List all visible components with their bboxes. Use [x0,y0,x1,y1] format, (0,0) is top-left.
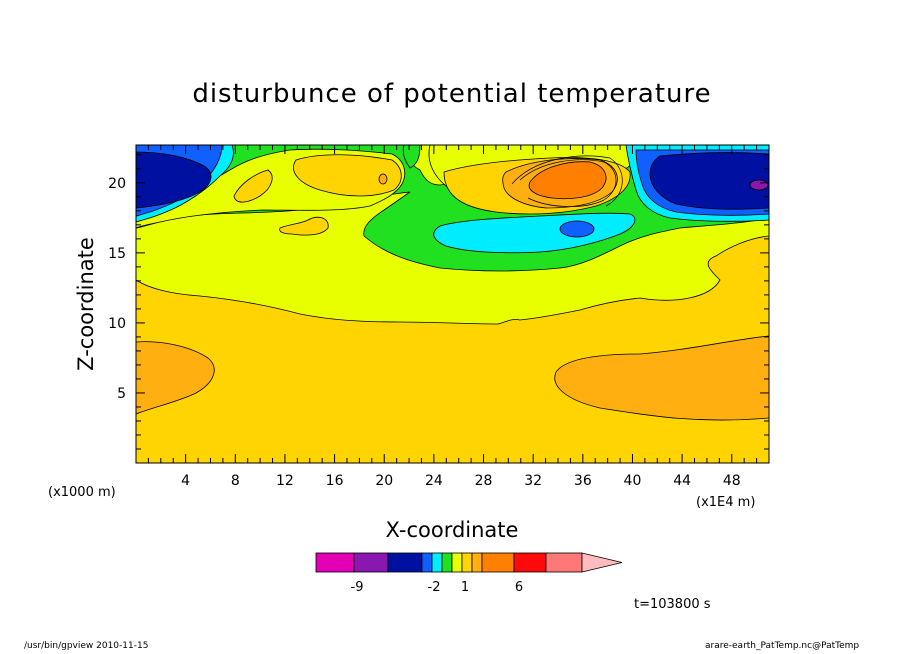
plot-frame [135,144,770,464]
y-axis-ticks: 5 10 15 20 [108,154,769,450]
colorbar-segment [431,552,443,573]
x-axis-unit-right: (x1E4 m) [696,495,755,510]
x-axis-unit: (x1000 m) [48,485,116,500]
time-label: t=103800 s [634,597,711,612]
contour-level-neg4-left [136,151,212,209]
y-axis-label: Z-coordinate [74,237,98,371]
contour-level-neg4-right [649,152,769,210]
contour-level-neg3-mid [559,220,595,238]
contour-level-2-right [554,335,769,421]
colorbar-arrow [581,552,623,573]
x-tick-label: 28 [475,473,493,489]
footer-right: arare-earth_PatTemp.nc@PatTemp [705,641,860,651]
y-tick-label: 5 [117,386,126,402]
colorbar-segment [545,552,583,573]
x-tick-label: 8 [231,473,240,489]
chart-title: disturbunce of potential temperature [192,79,711,109]
x-axis-label: X-coordinate [386,518,519,542]
x-tick-label: 32 [524,473,542,489]
contour-field [136,145,769,463]
y-tick-label: 10 [108,316,126,332]
colorbar-segment [315,552,355,573]
colorbar-label: 6 [515,580,523,595]
footer-left: /usr/bin/gpview 2010-11-15 [24,641,149,651]
contour-level-1-pocket-b [233,169,273,203]
colorbar-segment [513,552,547,573]
colorbar [315,552,623,573]
colorbar-segment [353,552,389,573]
x-tick-label: 40 [624,473,642,489]
colorbar-segment [461,552,473,573]
colorbar-label: -2 [428,580,441,595]
colorbar-segment [387,552,423,573]
contour-level-neg9 [749,179,769,191]
x-tick-label: 20 [375,473,393,489]
contour-level-2-small [378,173,388,185]
colorbar-label: 1 [461,580,469,595]
x-tick-label: 48 [723,473,741,489]
colorbar-segment [471,552,483,573]
contour-level-2-left [136,341,215,415]
colorbar-segment [481,552,515,573]
colorbar-segment [421,552,433,573]
colorbar-labels: -9 -2 1 6 [351,580,524,595]
colorbar-segment [451,552,463,573]
contour-level-1-pocket-c [279,216,329,236]
colorbar-segment [441,552,453,573]
colorbar-label: -9 [351,580,364,595]
x-tick-label: 16 [326,473,344,489]
x-tick-label: 12 [276,473,294,489]
contour-level-3 [528,161,607,200]
x-axis-ticks: 4 8 12 16 20 24 28 32 36 40 44 48 [147,145,758,489]
x-tick-label: 24 [425,473,443,489]
x-tick-label: 4 [181,473,190,489]
y-tick-label: 15 [108,246,126,262]
contour-level-1-pocket-a [293,154,402,197]
y-tick-label: 20 [108,176,126,192]
x-tick-label: 44 [673,473,691,489]
x-tick-label: 36 [574,473,592,489]
